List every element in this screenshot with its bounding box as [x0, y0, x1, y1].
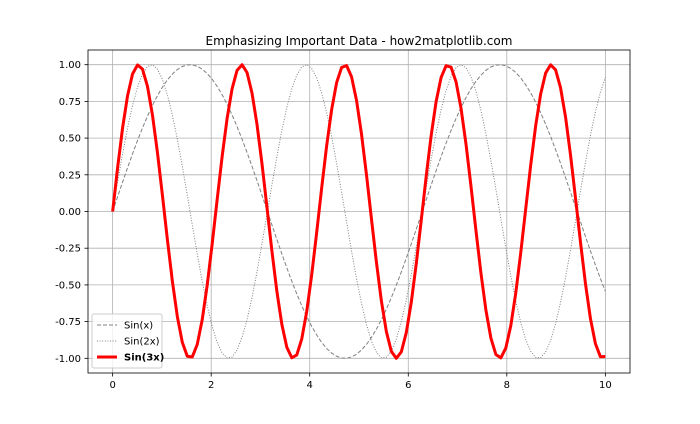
x-tick-label: 2: [208, 380, 214, 391]
chart-title: Emphasizing Important Data - how2matplot…: [206, 34, 513, 48]
x-tick-label: 0: [109, 380, 115, 391]
legend-box: [91, 313, 163, 369]
y-axis: 1.00 0.75 0.50 0.25 0.00 -0.25 -0.50 -0.75 -1.00: [55, 60, 88, 365]
y-tick-label: 0.75: [59, 97, 81, 108]
x-tick-label: 6: [405, 380, 411, 391]
y-tick-label: 0.00: [59, 207, 81, 218]
y-tick-label: 0.50: [59, 134, 81, 145]
series-layer: [111, 63, 606, 360]
y-tick-label: 1.00: [59, 60, 81, 71]
legend: Sin(x) Sin(2x) Sin(3x): [91, 313, 164, 369]
y-tick-label: -1.00: [55, 354, 81, 365]
x-tick-label: 4: [307, 380, 313, 391]
y-tick-label: -0.50: [55, 280, 81, 291]
legend-label-sin-3x: Sin(3x): [124, 353, 164, 364]
x-tick-label: 8: [504, 380, 510, 391]
legend-label-sin-2x: Sin(2x): [124, 337, 160, 348]
x-axis: 0 2 4 6 8 10: [109, 373, 612, 391]
legend-label-sin-x: Sin(x): [124, 321, 153, 332]
series-line-sin-3x: [111, 63, 606, 360]
series-line-sin-x: [112, 64, 606, 359]
y-tick-label: 0.25: [59, 170, 81, 181]
y-tick-label: -0.25: [55, 244, 81, 255]
x-tick-label: 10: [599, 380, 612, 391]
y-tick-label: -0.75: [55, 317, 81, 328]
